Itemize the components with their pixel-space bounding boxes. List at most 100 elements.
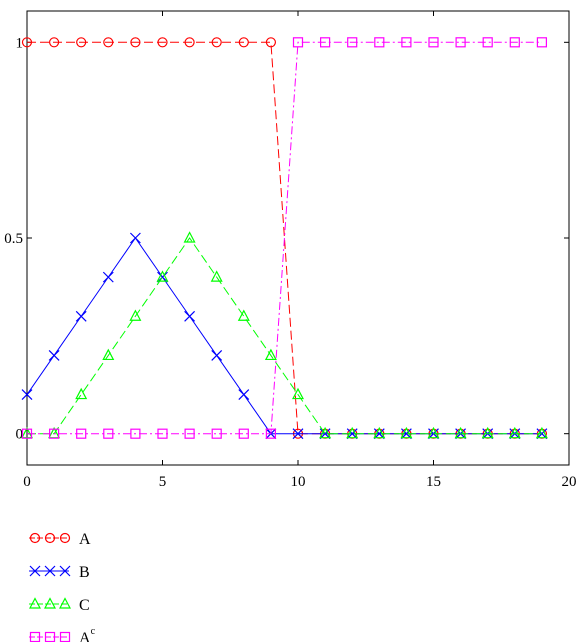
- x-tick-label: 10: [291, 474, 306, 490]
- data-point: [238, 389, 250, 400]
- data-point: [373, 428, 385, 440]
- data-point: [156, 270, 169, 282]
- data-point: [211, 349, 223, 361]
- data-point: [48, 428, 60, 439]
- legend-item: B: [29, 564, 90, 581]
- data-point: [29, 565, 41, 577]
- plot-frame: [26, 10, 570, 466]
- data-point: [59, 597, 71, 609]
- data-point: [129, 232, 141, 244]
- data-point: [44, 532, 56, 544]
- series-3: [21, 37, 548, 439]
- legend-label: C: [79, 597, 90, 614]
- data-point: [481, 426, 494, 439]
- legend-label: Ac: [79, 626, 96, 642]
- data-point: [265, 428, 276, 439]
- data-point: [346, 428, 358, 440]
- data-point: [29, 597, 41, 609]
- data-point: [102, 348, 115, 361]
- data-point: [373, 426, 386, 439]
- data-point: [59, 532, 71, 544]
- series-layer: [21, 37, 548, 440]
- y-axis-ticks: 00.51: [4, 35, 569, 443]
- data-point: [44, 597, 56, 609]
- data-point: [75, 310, 87, 322]
- legend-label: B: [79, 564, 90, 581]
- x-axis-ticks: 0 5 10 15 20: [23, 11, 577, 490]
- data-point: [75, 387, 88, 400]
- data-point: [130, 428, 141, 439]
- data-point: [76, 428, 87, 439]
- data-point: [21, 428, 33, 439]
- data-point: [346, 426, 359, 439]
- data-point: [103, 37, 114, 48]
- data-point: [29, 532, 41, 544]
- legend: ABC Ac: [29, 531, 96, 642]
- y-tick-label: 0.5: [4, 231, 23, 247]
- x-tick-label: 15: [426, 474, 441, 490]
- series-0: [21, 37, 548, 439]
- data-point: [157, 37, 168, 48]
- data-point: [320, 37, 331, 48]
- data-point: [319, 428, 331, 440]
- data-point: [482, 37, 493, 48]
- data-point: [292, 37, 304, 48]
- data-point: [454, 426, 467, 439]
- data-point: [44, 565, 56, 577]
- legend-superscript: c: [91, 626, 96, 637]
- data-point: [319, 426, 332, 439]
- legend-item: C: [29, 597, 90, 614]
- data-point: [264, 348, 277, 361]
- data-point: [211, 428, 222, 439]
- data-point: [21, 37, 33, 48]
- data-point: [400, 426, 413, 439]
- legend-label: A: [79, 531, 91, 548]
- series-1: [21, 232, 548, 440]
- data-point: [21, 389, 33, 400]
- x-tick-label: 20: [562, 474, 577, 490]
- data-point: [130, 37, 141, 48]
- data-point: [536, 37, 548, 48]
- series-2: [21, 231, 548, 439]
- data-point: [374, 37, 385, 48]
- series-line: [26, 237, 542, 435]
- x-tick-label: 5: [159, 474, 167, 490]
- data-point: [76, 37, 87, 48]
- data-point: [292, 428, 304, 440]
- legend-item: A: [29, 531, 91, 548]
- data-point: [184, 310, 196, 322]
- data-point: [427, 426, 440, 439]
- data-point: [292, 387, 304, 400]
- data-point: [347, 37, 358, 48]
- data-point: [509, 37, 520, 48]
- data-point: [211, 37, 222, 48]
- data-point: [238, 37, 249, 48]
- y-tick-label: 0: [16, 427, 24, 443]
- data-point: [535, 426, 548, 439]
- data-point: [428, 37, 439, 48]
- data-point: [157, 271, 168, 283]
- data-point: [265, 37, 276, 48]
- data-point: [455, 37, 466, 48]
- data-point: [184, 37, 195, 48]
- y-tick-label: 1: [16, 35, 24, 51]
- data-point: [102, 271, 114, 283]
- series-line: [27, 237, 542, 435]
- data-point: [210, 270, 223, 282]
- data-point: [48, 37, 60, 48]
- data-point: [184, 428, 195, 439]
- data-point: [237, 309, 250, 321]
- data-point: [401, 37, 412, 48]
- data-point: [183, 231, 196, 243]
- data-point: [59, 565, 71, 577]
- data-point: [508, 426, 521, 439]
- data-point: [48, 349, 60, 361]
- data-point: [157, 428, 168, 439]
- x-tick-label: 0: [23, 474, 31, 490]
- data-point: [400, 428, 412, 440]
- data-point: [129, 309, 142, 321]
- data-point: [238, 428, 249, 439]
- data-point: [103, 428, 114, 439]
- legend-item: Ac: [29, 626, 96, 642]
